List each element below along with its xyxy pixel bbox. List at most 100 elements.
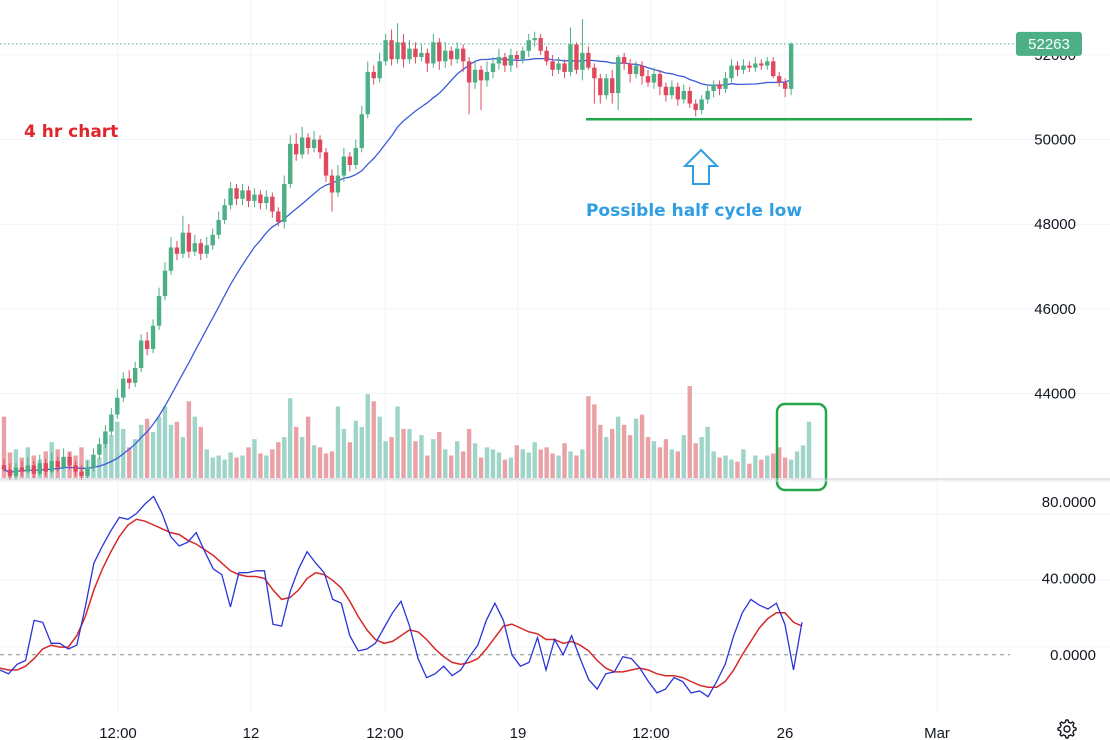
candle — [389, 29, 394, 66]
candle — [305, 133, 311, 155]
volume-bar — [454, 441, 460, 478]
volume-bar — [109, 435, 114, 478]
candle — [586, 46, 591, 70]
candle — [431, 33, 436, 68]
volume-bar — [1, 416, 7, 478]
time-tick-label: 12:00 — [366, 725, 404, 739]
volume-bar — [103, 439, 108, 478]
volume-bar — [413, 441, 418, 478]
oscillator-tick-label: 80.0000 — [1042, 494, 1096, 511]
volume-bar — [723, 455, 728, 478]
candle — [168, 236, 174, 275]
candle — [216, 211, 221, 239]
volume-bar — [317, 447, 323, 478]
volume-bar — [806, 421, 812, 478]
volume-bar — [407, 428, 412, 478]
volume-bar — [359, 426, 364, 478]
volume-bar — [282, 437, 287, 478]
volume-bar — [270, 449, 275, 478]
price-tick-label: 50000 — [1034, 132, 1076, 149]
volume-bar — [353, 420, 359, 478]
volume-bar — [174, 421, 180, 478]
volume-bar — [574, 455, 579, 478]
volume-bar — [514, 445, 520, 478]
candle — [341, 148, 347, 182]
candle — [138, 334, 144, 373]
volume-bar — [753, 455, 758, 478]
oscillator-tick-label: 0.0000 — [1050, 647, 1096, 664]
volume-bar — [395, 406, 400, 478]
time-tick-label: 12 — [243, 725, 260, 739]
volume-bar — [639, 414, 645, 478]
volume-bar — [699, 437, 704, 478]
candle — [449, 46, 454, 66]
volume-bar — [115, 421, 120, 478]
candle — [771, 57, 776, 79]
volume-bar — [127, 447, 132, 478]
candle — [478, 65, 484, 110]
candle — [282, 175, 287, 229]
up-arrow-icon — [682, 148, 720, 185]
candle — [705, 84, 710, 104]
oscillator-axis: 80.0000 40.0000 0.0000 — [1042, 494, 1096, 664]
candle — [210, 228, 215, 250]
candle — [711, 80, 716, 98]
oscillator-pane — [0, 495, 1010, 698]
volume-bar — [264, 455, 269, 478]
candle — [150, 319, 156, 354]
candle — [544, 46, 549, 66]
oscillator-tick-label: 40.0000 — [1042, 570, 1096, 587]
candle — [55, 456, 60, 472]
candle — [335, 164, 341, 197]
candle — [329, 169, 335, 212]
candle — [132, 361, 138, 388]
candle — [765, 57, 770, 70]
volume-bar — [276, 442, 281, 478]
last-price-tag[interactable]: 52263 — [1016, 31, 1082, 56]
candle — [610, 69, 615, 104]
candle — [144, 332, 150, 356]
volume-bar — [627, 435, 633, 478]
volume-bar — [156, 416, 162, 478]
volume-bar — [687, 386, 692, 478]
candle — [460, 44, 466, 72]
candle — [669, 80, 675, 100]
volume-bar — [138, 424, 144, 478]
time-tick-label: 19 — [510, 725, 527, 739]
candle — [49, 452, 54, 474]
candle — [580, 19, 585, 81]
volume-bar — [204, 449, 209, 478]
candle — [496, 48, 502, 70]
volume-bar — [729, 459, 734, 478]
volume-bar — [478, 457, 484, 478]
candle — [615, 54, 621, 110]
candle — [443, 42, 448, 68]
chart-grid — [0, 0, 1110, 712]
candle — [776, 71, 782, 87]
volume-bar — [228, 452, 233, 478]
candle — [174, 241, 180, 261]
candle — [115, 389, 120, 419]
volume-bar — [252, 439, 257, 478]
candle — [490, 57, 496, 79]
candle — [91, 448, 96, 472]
candle — [729, 59, 734, 83]
volume-bar — [538, 449, 543, 478]
volume-bar — [449, 455, 454, 478]
candle — [645, 69, 651, 87]
candle — [37, 454, 42, 476]
volume-bar — [460, 451, 466, 478]
volume-bar — [598, 424, 603, 478]
volume-bar — [776, 447, 782, 478]
volume-bar — [377, 416, 382, 478]
settings-gear-icon[interactable] — [1056, 718, 1078, 740]
volume-bar — [800, 445, 806, 478]
candle — [109, 408, 114, 436]
candle — [61, 448, 66, 470]
candle — [538, 33, 543, 55]
volume-bar — [365, 394, 370, 478]
volume-bar — [586, 396, 591, 478]
volume-bar — [192, 416, 198, 478]
candle — [347, 152, 353, 172]
volume-bar — [502, 459, 508, 478]
